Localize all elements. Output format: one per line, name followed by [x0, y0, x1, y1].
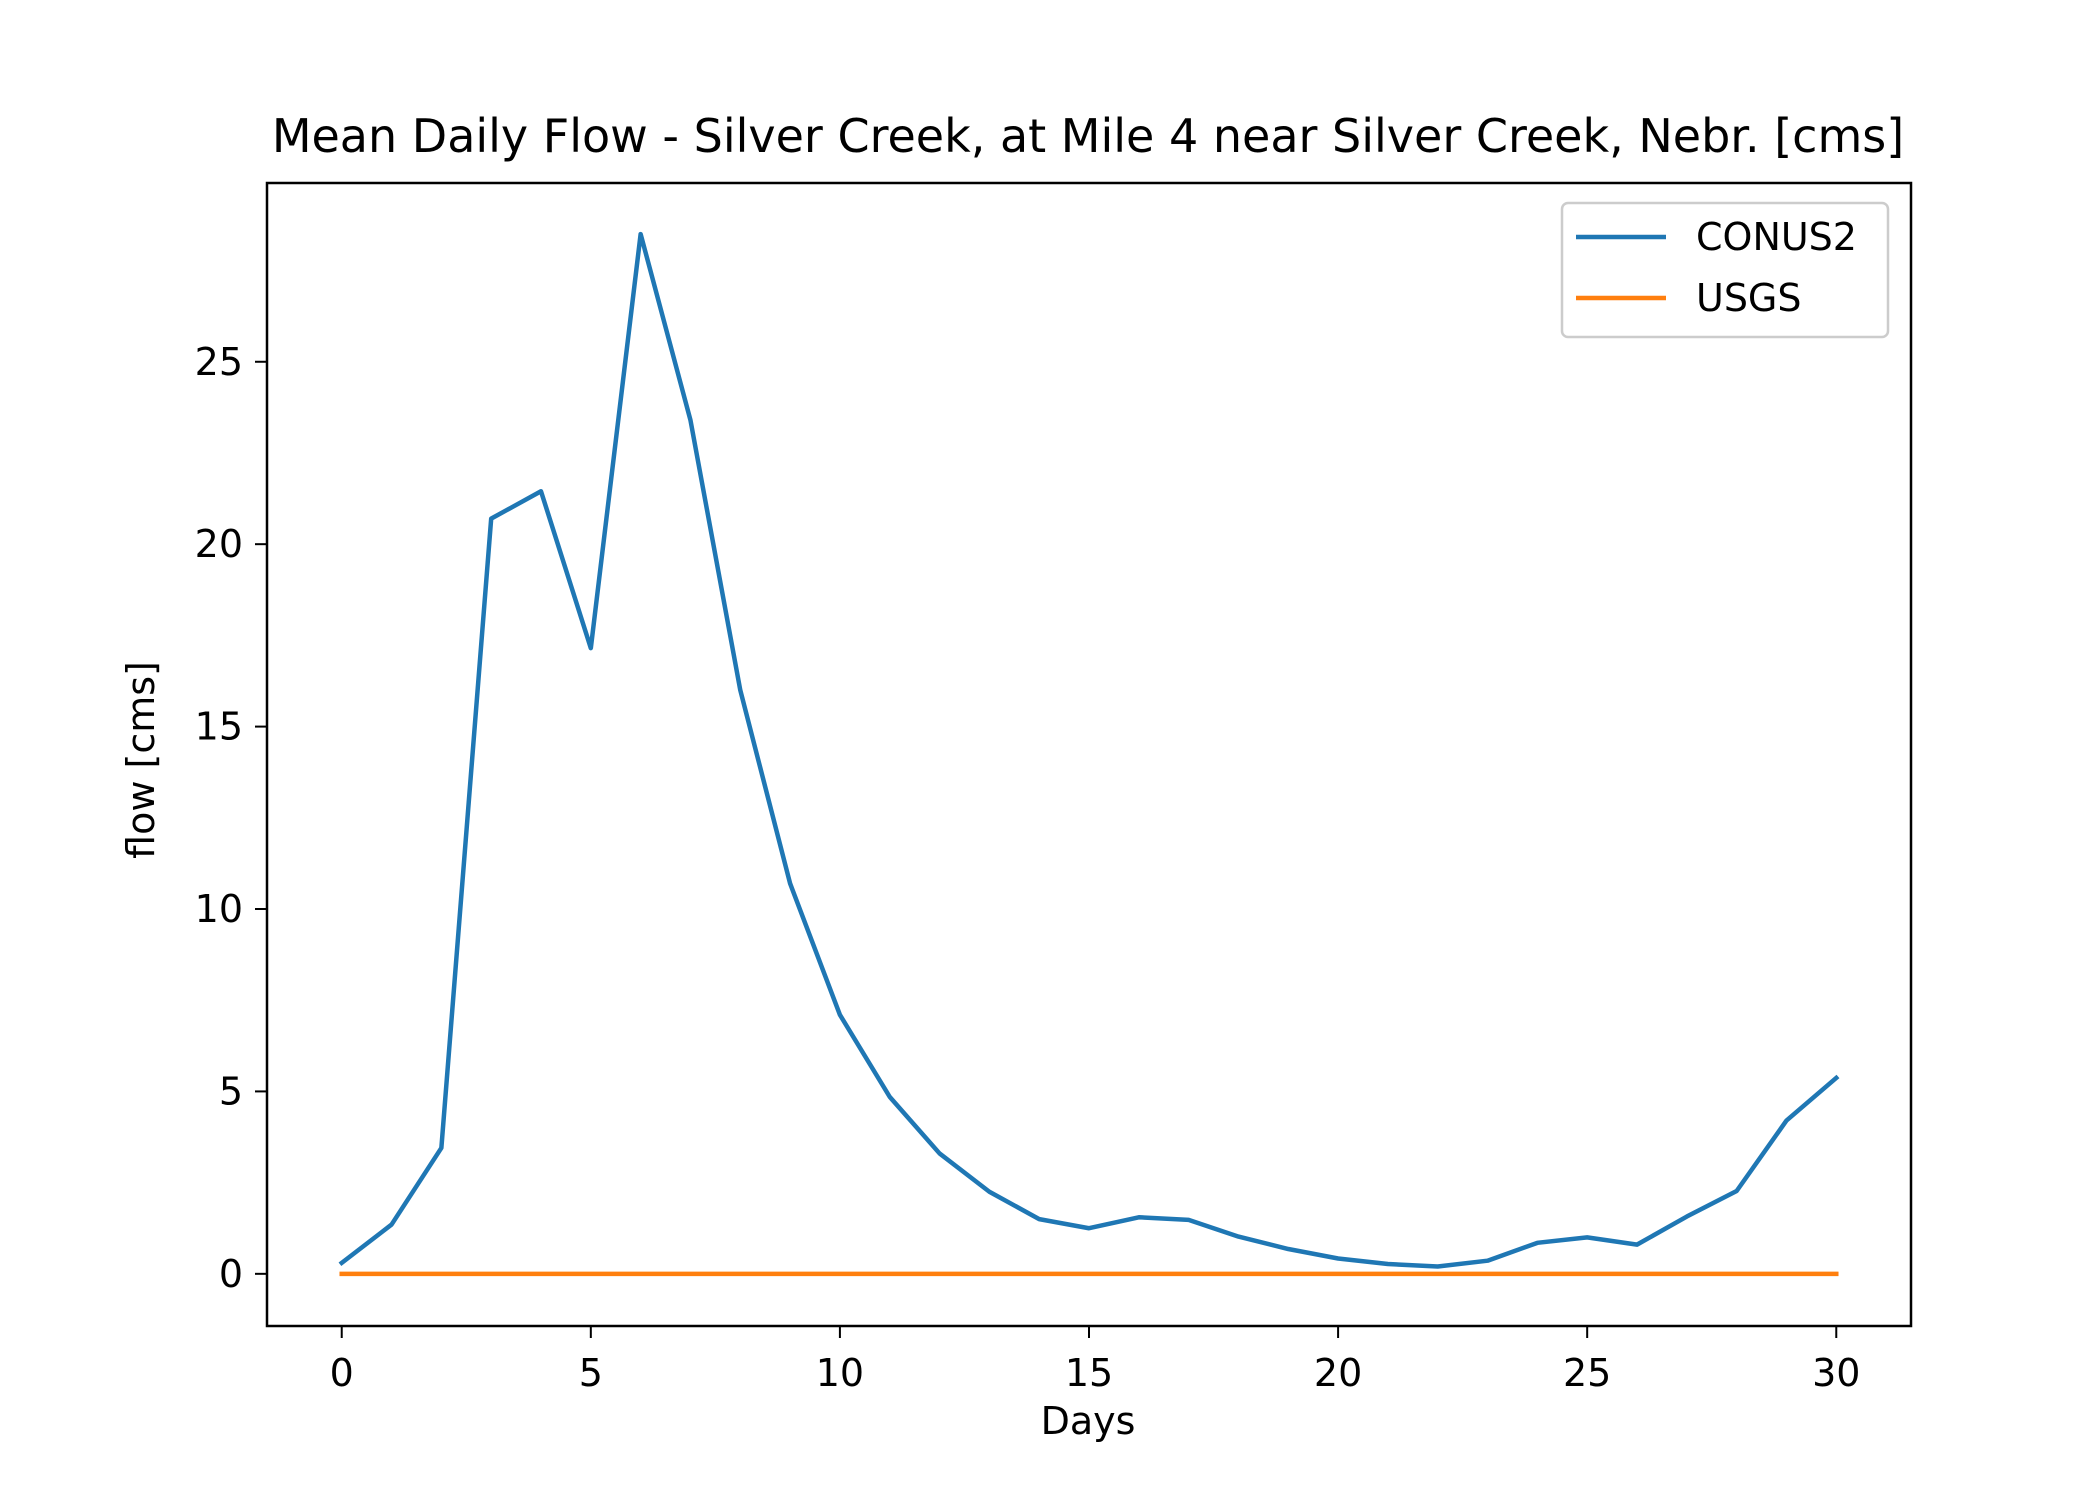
y-tick-label: 0: [219, 1252, 243, 1296]
legend-label: CONUS2: [1696, 215, 1857, 259]
x-tick-label: 10: [816, 1351, 864, 1395]
y-tick-label: 15: [195, 705, 243, 749]
y-axis-label: flow [cms]: [119, 661, 163, 859]
legend: CONUS2 USGS: [1560, 201, 1890, 339]
y-tick-label: 10: [195, 887, 243, 931]
x-tick-label: 15: [1065, 1351, 1113, 1395]
y-tick-label: 20: [195, 522, 243, 566]
x-axis-label: Days: [1041, 1399, 1136, 1443]
y-tick-label: 5: [219, 1069, 243, 1113]
x-tick-label: 5: [579, 1351, 603, 1395]
x-tick-label: 20: [1314, 1351, 1362, 1395]
x-tick-label: 0: [330, 1351, 354, 1395]
y-tick-label: 25: [195, 340, 243, 384]
legend-label: USGS: [1696, 276, 1802, 320]
x-tick-label: 25: [1563, 1351, 1611, 1395]
plot-area: 0 5 10 15 20 25 30 0 5 10 15 20 25: [195, 181, 1913, 1395]
chart-title: Mean Daily Flow - Silver Creek, at Mile …: [272, 109, 1904, 163]
x-tick-label: 30: [1812, 1351, 1860, 1395]
